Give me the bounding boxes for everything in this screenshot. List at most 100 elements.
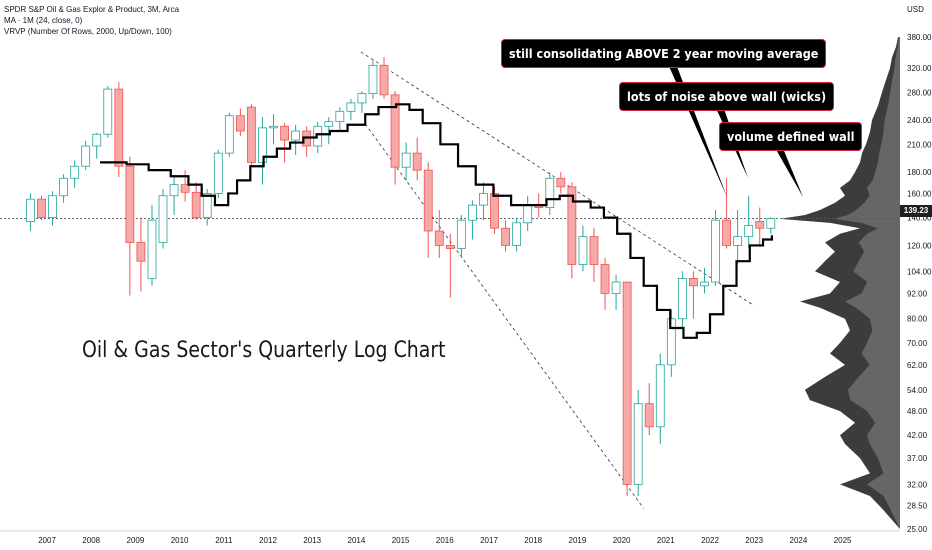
candle-2019Q2: [589, 228, 599, 283]
candle-2022Q1: [711, 210, 720, 286]
y-tick-label: 62.00: [907, 361, 928, 370]
candle-body: [567, 186, 577, 265]
candle-body: [711, 219, 720, 283]
candle-2009Q2: [147, 205, 157, 286]
candle-2008Q1: [92, 132, 102, 159]
candle-2017Q1: [490, 186, 499, 234]
candle-body: [545, 177, 555, 208]
candle-2009Q4: [169, 176, 179, 216]
x-tick-label: 2009: [127, 536, 145, 545]
candle-body: [390, 94, 400, 168]
candle-body: [280, 125, 289, 141]
candle-body: [479, 193, 488, 206]
candle-body: [26, 198, 35, 222]
candle-body: [700, 281, 709, 287]
candle-body: [766, 218, 776, 229]
chart-title: Oil & Gas Sector's Quarterly Log Chart: [82, 338, 446, 363]
candle-2011Q2: [235, 108, 245, 136]
x-axis: 2007 2008 2009 2010 2011 2012 2013 2014 2015 2016…: [0, 530, 900, 545]
candle-body: [733, 236, 743, 246]
candle-2009Q1: [136, 217, 146, 292]
candle-body: [48, 195, 57, 218]
y-tick-label: 80.00: [907, 315, 928, 324]
candle-body: [434, 230, 444, 246]
candle-body: [722, 219, 731, 246]
candle-2015Q4: [434, 210, 444, 258]
candle-body: [313, 125, 323, 147]
candle-body: [169, 184, 179, 197]
volume-profile: [780, 37, 900, 529]
candle-body: [445, 245, 455, 249]
x-tick-label: 2013: [303, 536, 321, 545]
candle-body: [103, 88, 113, 135]
candle-2011Q4: [258, 117, 267, 185]
candle-2015Q3: [423, 162, 433, 258]
candle-2021Q1: [666, 309, 676, 377]
x-tick-label: 2023: [745, 536, 763, 545]
candle-body: [600, 264, 610, 294]
x-tick-label: 2007: [38, 536, 56, 545]
candle-body: [611, 281, 621, 294]
candle-2020Q3: [644, 383, 654, 436]
candle-2014Q3: [379, 57, 389, 99]
y-tick-label: 210.00: [907, 140, 932, 149]
candle-2012Q1: [269, 114, 278, 145]
x-tick-label: 2019: [569, 536, 587, 545]
candle-2007Q1: [48, 191, 57, 226]
candle-body: [147, 219, 157, 279]
y-tick-label: 240.00: [907, 116, 932, 125]
candles: [26, 57, 776, 497]
volume-profile-updown: [834, 37, 900, 529]
candle-body: [258, 127, 267, 163]
y-tick-label: 70.00: [907, 339, 928, 348]
ma-indicator-label[interactable]: MA · 1M (24, close, 0): [4, 16, 83, 25]
vrvp-indicator-label[interactable]: VRVP (Number Of Rows, 2000, Up/Down, 100…: [4, 27, 172, 36]
candle-2015Q2: [412, 137, 422, 181]
y-tick-label: 320.00: [907, 64, 932, 73]
candle-body: [247, 106, 256, 163]
candle-2021Q3: [689, 271, 698, 319]
candle-2007Q2: [59, 174, 68, 203]
x-tick-label: 2022: [701, 536, 719, 545]
candle-body: [202, 193, 212, 218]
annotation-noise: lots of noise above wall (wicks): [620, 83, 834, 110]
y-tick-label: 180.00: [907, 168, 932, 177]
candle-body: [633, 403, 643, 485]
trendline-2: [364, 123, 645, 509]
candle-body: [523, 204, 533, 224]
candle-2023Q1: [755, 207, 765, 246]
x-tick-label: 2012: [259, 536, 277, 545]
candle-2013Q2: [324, 117, 334, 145]
candle-2020Q2: [633, 389, 643, 497]
candle-2006Q4: [37, 195, 46, 221]
candle-2017Q2: [501, 220, 510, 252]
candle-2023Q2: [766, 217, 776, 234]
candle-2010Q1: [180, 170, 190, 202]
candle-body: [412, 152, 422, 171]
moving-average-line: [100, 103, 773, 339]
candle-2013Q4: [346, 98, 356, 121]
candle-2014Q1: [357, 91, 367, 113]
candle-2017Q4: [523, 195, 533, 231]
y-tick-label: 54.00: [907, 386, 928, 395]
candle-body: [269, 125, 278, 129]
x-tick-label: 2025: [834, 536, 852, 545]
candle-body: [666, 318, 676, 366]
candle-body: [512, 222, 522, 246]
candle-2020Q1: [622, 281, 632, 497]
ma-24-line: [100, 103, 773, 339]
candle-2010Q3: [202, 188, 212, 226]
candle-body: [291, 130, 301, 141]
candle-2012Q2: [280, 123, 289, 163]
candle-2018Q2: [545, 172, 555, 216]
candle-body: [379, 64, 389, 96]
y-tick-label: 37.00: [907, 454, 928, 463]
candle-body: [501, 227, 510, 246]
y-tick-label: 380.00: [907, 33, 932, 42]
candle-2016Q4: [479, 182, 488, 221]
candle-2007Q3: [70, 160, 80, 188]
y-tick-label: 25.00: [907, 525, 928, 534]
candle-body: [70, 165, 80, 179]
